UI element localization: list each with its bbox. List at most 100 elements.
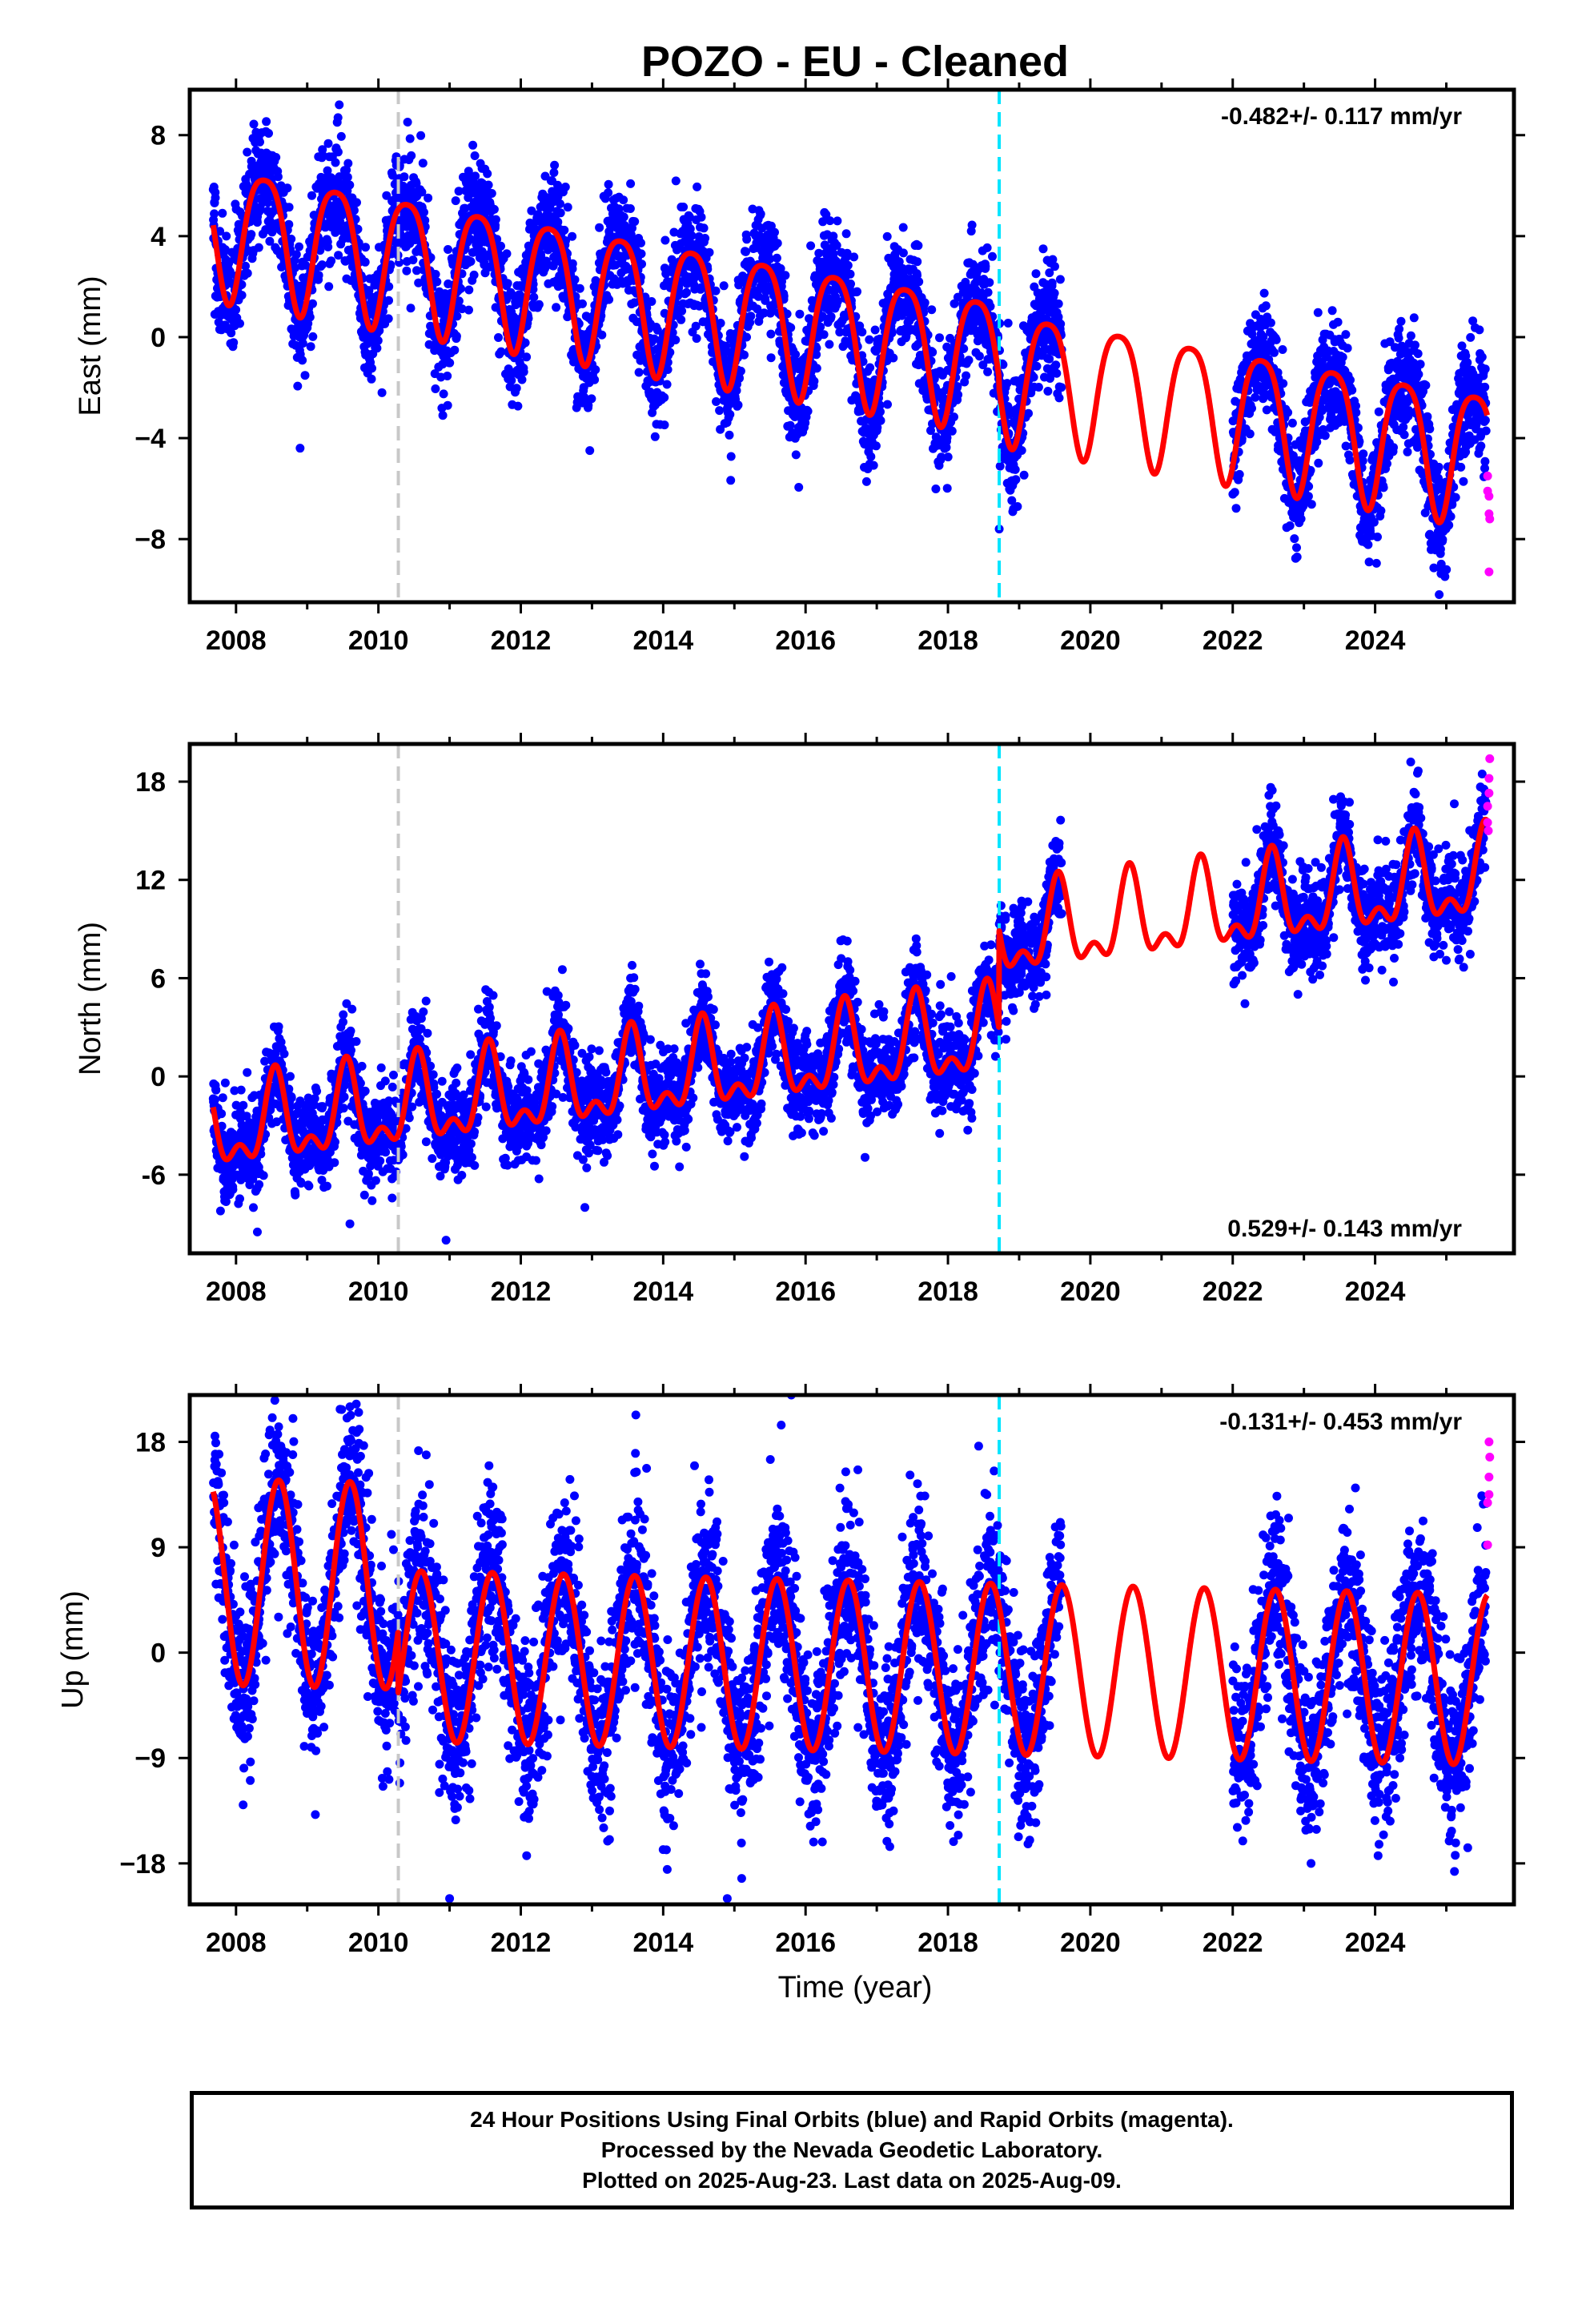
data-point	[469, 270, 479, 279]
data-point	[712, 397, 721, 406]
data-point	[227, 328, 236, 338]
data-point	[1399, 422, 1408, 432]
data-point	[271, 153, 281, 162]
data-point	[845, 269, 855, 279]
data-point	[954, 390, 963, 400]
data-point	[719, 281, 729, 291]
data-point	[882, 231, 892, 241]
data-point	[1247, 404, 1256, 413]
data-point	[305, 312, 315, 322]
data-point	[403, 118, 412, 127]
data-point	[1011, 475, 1021, 485]
data-point	[950, 412, 958, 422]
final-orbit-points-east	[208, 100, 1491, 600]
data-point	[1056, 320, 1066, 328]
data-point	[819, 330, 829, 340]
data-point	[833, 216, 842, 226]
data-point	[876, 407, 885, 416]
data-point	[1456, 462, 1466, 472]
data-point	[967, 220, 977, 230]
data-point	[519, 367, 528, 376]
data-point	[662, 380, 672, 389]
data-point	[452, 332, 461, 341]
data-point	[865, 363, 875, 372]
data-point	[1261, 301, 1271, 311]
data-point	[806, 241, 816, 251]
data-point	[432, 277, 442, 287]
data-point	[1411, 340, 1419, 350]
data-point	[742, 332, 751, 342]
data-point	[1403, 447, 1412, 456]
data-point	[1270, 348, 1279, 357]
data-point	[595, 223, 604, 232]
data-point	[983, 287, 993, 297]
data-point	[284, 219, 294, 229]
data-point	[1019, 470, 1029, 480]
data-point	[770, 227, 779, 237]
data-point	[568, 231, 577, 241]
data-point	[1413, 349, 1423, 359]
data-point	[343, 159, 353, 168]
plot-area-east	[208, 90, 1495, 602]
data-point	[964, 356, 974, 365]
data-point	[1374, 407, 1383, 416]
data-point	[962, 371, 971, 380]
data-point	[1320, 431, 1330, 440]
data-point	[443, 372, 452, 380]
data-point	[677, 315, 686, 324]
data-point	[1446, 512, 1456, 521]
data-point	[1389, 443, 1398, 452]
data-point	[218, 208, 227, 218]
data-point	[679, 203, 689, 211]
data-point	[215, 227, 225, 236]
data-point	[489, 204, 499, 214]
data-point	[471, 171, 480, 181]
data-point	[981, 262, 990, 271]
data-point	[1251, 392, 1260, 402]
data-point	[496, 347, 506, 356]
data-point	[534, 300, 544, 309]
data-point	[870, 325, 880, 335]
data-point	[1383, 459, 1391, 468]
data-point	[367, 374, 376, 384]
data-point	[1376, 506, 1386, 516]
data-point	[487, 189, 496, 198]
data-point	[254, 243, 263, 252]
data-point	[604, 188, 613, 198]
data-point	[264, 129, 273, 138]
data-point	[512, 384, 521, 393]
data-point	[604, 295, 614, 304]
data-point	[361, 243, 370, 252]
data-point	[225, 267, 235, 276]
data-point	[556, 208, 565, 218]
data-point	[1371, 558, 1381, 568]
data-point	[243, 268, 252, 278]
data-point	[857, 328, 867, 337]
data-point	[1341, 330, 1351, 340]
data-point	[1475, 325, 1484, 335]
data-point	[825, 340, 834, 349]
data-point	[384, 282, 394, 292]
data-point	[283, 183, 292, 193]
data-point	[1231, 504, 1241, 513]
data-point	[1032, 361, 1042, 371]
data-point	[1303, 492, 1313, 501]
data-point	[1359, 449, 1368, 459]
data-point	[575, 283, 584, 293]
data-point	[883, 400, 892, 409]
data-point	[1296, 514, 1306, 524]
chart-title: POZO - EU - Cleaned	[641, 38, 1069, 86]
data-point	[1307, 500, 1316, 509]
data-point	[333, 147, 343, 157]
data-point	[1047, 278, 1057, 287]
data-point	[343, 172, 352, 182]
data-point	[247, 230, 256, 239]
data-point	[1466, 332, 1476, 342]
data-point	[742, 235, 752, 244]
data-point	[590, 375, 600, 384]
data-point	[1414, 369, 1423, 379]
data-point	[1415, 360, 1425, 369]
data-point	[439, 389, 448, 399]
data-point	[418, 159, 428, 168]
